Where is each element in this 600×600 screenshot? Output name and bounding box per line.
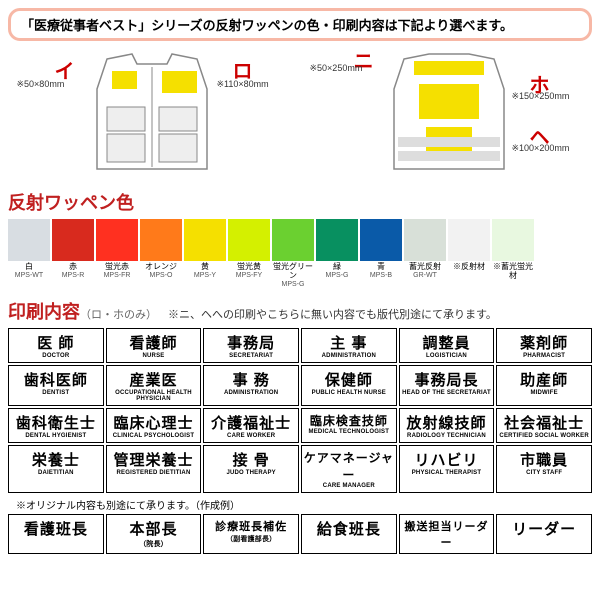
dim-ro: ※110×80mm xyxy=(217,79,269,90)
role-cell: 栄養士DAIETITIAN xyxy=(8,445,104,493)
header-title: 「医療従事者ベスト」シリーズの反射ワッペンの色・印刷内容は下記より選べます。 xyxy=(8,8,592,41)
custom-role-cell: 診療班長補佐（副看護部長） xyxy=(203,514,299,554)
role-cell: 臨床心理士CLINICAL PSYCHOLOGIST xyxy=(106,408,202,443)
role-cell: 産業医OCCUPATIONAL HEALTH PHYSICIAN xyxy=(106,365,202,406)
role-cell: 事 務ADMINISTRATION xyxy=(203,365,299,406)
roles-grid: 医 師DOCTOR看護師NURSE事務局SECRETARIAT主 事ADMINI… xyxy=(8,328,592,493)
color-chip: 蓄光反射GR-WT xyxy=(404,219,446,288)
role-cell: 社会福祉士CERTIFIED SOCIAL WORKER xyxy=(496,408,592,443)
role-cell: 市職員CITY STAFF xyxy=(496,445,592,493)
dim-ni: ※50×250mm xyxy=(310,63,363,74)
role-cell: 介護福祉士CARE WORKER xyxy=(203,408,299,443)
color-chip: 白MPS-WT xyxy=(8,219,50,288)
custom-note: ※オリジナル内容も別途にて承ります。（作成例） xyxy=(16,497,592,512)
role-cell: 薬剤師PHARMACIST xyxy=(496,328,592,363)
print-title: 印刷内容（ロ・ホのみ） ※ニ、ヘへの印刷やこちらに無い内容でも版代別途にて承りま… xyxy=(8,298,592,324)
role-cell: 臨床検査技師MEDICAL TECHNOLOGIST xyxy=(301,408,397,443)
color-chip: 蛍光グリーンMPS-G xyxy=(272,219,314,288)
role-cell: 歯科医師DENTIST xyxy=(8,365,104,406)
role-cell: 看護師NURSE xyxy=(106,328,202,363)
color-chip: 蛍光赤MPS-FR xyxy=(96,219,138,288)
role-cell: 放射線技師RADIOLOGY TECHNICIAN xyxy=(399,408,495,443)
role-cell: 助産師MIDWIFE xyxy=(496,365,592,406)
vest-front-svg xyxy=(77,49,227,179)
role-cell: 事務局SECRETARIAT xyxy=(203,328,299,363)
color-chip: 緑MPS-G xyxy=(316,219,358,288)
dim-i: ※50×80mm xyxy=(17,79,65,90)
role-cell: 主 事ADMINISTRATION xyxy=(301,328,397,363)
role-cell: ケアマネージャーCARE MANAGER xyxy=(301,445,397,493)
custom-role-cell: リーダー xyxy=(496,514,592,554)
role-cell: 医 師DOCTOR xyxy=(8,328,104,363)
custom-role-cell: 搬送担当リーダー xyxy=(399,514,495,554)
custom-role-cell: 看護班長 xyxy=(8,514,104,554)
role-cell: 管理栄養士REGISTERED DIETITIAN xyxy=(106,445,202,493)
role-cell: 歯科衛生士DENTAL HYGIENIST xyxy=(8,408,104,443)
vest-front: イ ※50×80mm ロ ※110×80mm xyxy=(17,49,287,179)
vest-back: ニ ※50×250mm ホ ※150×250mm ヘ ※100×200mm xyxy=(314,49,584,179)
color-swatches: 白MPS-WT赤MPS-R蛍光赤MPS-FRオレンジMPS-O黄MPS-Y蛍光黄… xyxy=(8,219,592,288)
dim-ho: ※150×250mm xyxy=(512,91,570,102)
custom-role-cell: 給食班長 xyxy=(301,514,397,554)
custom-roles-grid: 看護班長本部長（院長）診療班長補佐（副看護部長）給食班長搬送担当リーダーリーダー xyxy=(8,514,592,554)
colors-title: 反射ワッペン色 xyxy=(8,189,592,215)
role-cell: 事務局長HEAD OF THE SECRETARIAT xyxy=(399,365,495,406)
color-chip: 赤MPS-R xyxy=(52,219,94,288)
vest-back-svg xyxy=(374,49,524,179)
role-cell: 保健師PUBLIC HEALTH NURSE xyxy=(301,365,397,406)
color-chip: 青MPS-B xyxy=(360,219,402,288)
role-cell: 調整員LOGISTICIAN xyxy=(399,328,495,363)
custom-role-cell: 本部長（院長） xyxy=(106,514,202,554)
color-chip: ※蓄光蛍光材 xyxy=(492,219,534,288)
color-chip: オレンジMPS-O xyxy=(140,219,182,288)
color-chip: 黄MPS-Y xyxy=(184,219,226,288)
color-chip: ※反射材 xyxy=(448,219,490,288)
vest-diagrams: イ ※50×80mm ロ ※110×80mm ニ ※50×250mm ホ ※15… xyxy=(8,49,592,179)
role-cell: 接 骨JUDO THERAPY xyxy=(203,445,299,493)
color-chip: 蛍光黄MPS-FY xyxy=(228,219,270,288)
dim-he: ※100×200mm xyxy=(512,143,570,154)
role-cell: リハビリPHYSICAL THERAPIST xyxy=(399,445,495,493)
